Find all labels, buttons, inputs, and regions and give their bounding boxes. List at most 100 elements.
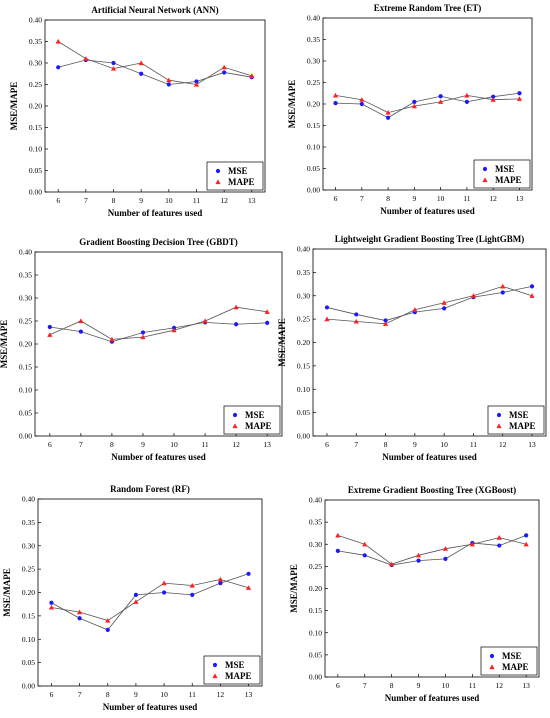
data-point-mse [77,616,82,621]
chart-panel: Extreme Gradient Boosting Tree (XGBoost)… [289,485,540,703]
data-point-mse [161,590,167,595]
data-point-mape [55,38,61,44]
x-axis-label: Number of features used [108,208,202,218]
x-tick-label: 6 [48,440,52,449]
x-tick-label: 7 [354,440,358,449]
data-point-mape [193,81,200,87]
data-point-mape [332,92,339,98]
data-point-mape [221,64,227,70]
data-point-mape [83,56,89,61]
data-point-mse [166,82,171,87]
series-line-mape [335,94,520,114]
series-line-mape [49,306,268,340]
data-point-mape [48,604,55,610]
data-point-mape [529,293,535,298]
x-tick-label: 8 [112,196,116,205]
y-tick-label: 0.25 [29,80,42,89]
data-point-mse [500,290,505,295]
data-point-mse [218,581,223,586]
x-tick-label: 9 [417,681,421,690]
chart-panel: Extreme Random Tree (ET) 0.00 0.05 0.10 0.15… [287,3,533,216]
y-axis-label: MSE/MAPE [287,80,297,129]
data-point-mape [324,316,330,322]
data-point-mape [245,585,252,590]
y-axis-label: MSE/MAPE [277,318,287,367]
y-tick-label: 0.25 [297,315,310,324]
y-axis-label: MSE/MAPE [289,564,299,613]
data-point-mse [497,543,502,548]
data-point-mape [469,541,475,547]
legend-label: MSE [225,660,245,670]
legend-label: MSE [495,164,515,174]
series-line-mape [326,285,533,325]
x-tick-label: 9 [141,440,145,449]
y-tick-label: 0.30 [309,540,322,549]
y-tick-label: 0.35 [19,271,32,280]
x-tick-label: 12 [499,440,507,449]
data-point-mape [189,582,195,588]
series-line-mse [49,321,268,343]
data-point-mape [516,96,523,101]
y-axis-label: MSE/MAPE [0,320,9,369]
data-point-mape [171,327,177,333]
data-point-mape [264,309,270,314]
y-tick-label: 0.05 [29,166,42,175]
y-tick-label: 0.10 [29,145,42,154]
legend-marker [215,179,221,185]
x-tick-label: 10 [160,690,168,699]
data-point-mape [523,541,529,547]
data-point-mse [438,94,443,99]
chart-title: Extreme Gradient Boosting Tree (XGBoost) [348,485,516,495]
y-tick-label: 0.15 [19,363,32,372]
chart-panel: Random Forest (RF) 0.00 0.05 0.10 0.15 0.20 0.… [2,484,263,712]
y-tick-label: 0.10 [19,386,32,395]
legend-box [206,161,264,191]
x-axis-label: Number of features used [103,702,197,712]
x-tick-label: 13 [528,440,536,449]
data-point-mse [190,592,195,597]
y-tick-label: 0.30 [29,59,42,68]
chart-title: Random Forest (RF) [110,484,190,494]
legend-label: MAPE [225,671,252,681]
data-point-mse [324,305,330,310]
x-tick-label: 10 [437,194,445,203]
x-tick-label: 6 [50,690,54,699]
x-tick-label: 7 [79,440,83,449]
data-point-mape [382,321,389,326]
data-point-mse [140,330,146,335]
y-tick-label: 0.10 [309,628,322,637]
data-point-mse [442,306,447,311]
x-tick-label: 12 [220,196,228,205]
series-line-mse [337,535,527,566]
y-tick-label: 0.20 [307,100,320,109]
data-point-mse [335,548,340,553]
chart-panel: Gradient Boosting Decision Tree (GBDT) 0.… [0,237,283,462]
data-point-mse [105,627,110,633]
legend-label: MSE [502,651,522,661]
y-tick-label: 0.05 [19,409,32,418]
x-tick-label: 11 [201,440,208,449]
legend-marker [482,177,488,183]
chart-title: Artificial Neural Network (ANN) [91,5,218,15]
data-point-mape [217,576,223,582]
y-tick-label: 0.35 [307,35,320,44]
x-tick-label: 11 [470,440,477,449]
data-point-mape [353,318,359,324]
legend-marker [212,662,218,668]
data-point-mse [385,115,391,120]
data-point-mape [161,580,167,586]
legend-marker [215,168,221,174]
x-tick-label: 9 [413,440,417,449]
data-point-mape [335,532,341,538]
y-tick-label: 0.00 [22,682,35,691]
data-point-mse [524,533,529,538]
x-axis-label: Number of features used [385,693,479,703]
y-tick-label: 0.30 [297,291,310,300]
x-tick-label: 8 [386,194,390,203]
data-point-mape [470,293,477,298]
legend-label: MAPE [245,421,272,431]
series-line-mse [335,92,520,119]
data-point-mse [383,318,388,323]
y-tick-label: 0.35 [22,518,35,527]
